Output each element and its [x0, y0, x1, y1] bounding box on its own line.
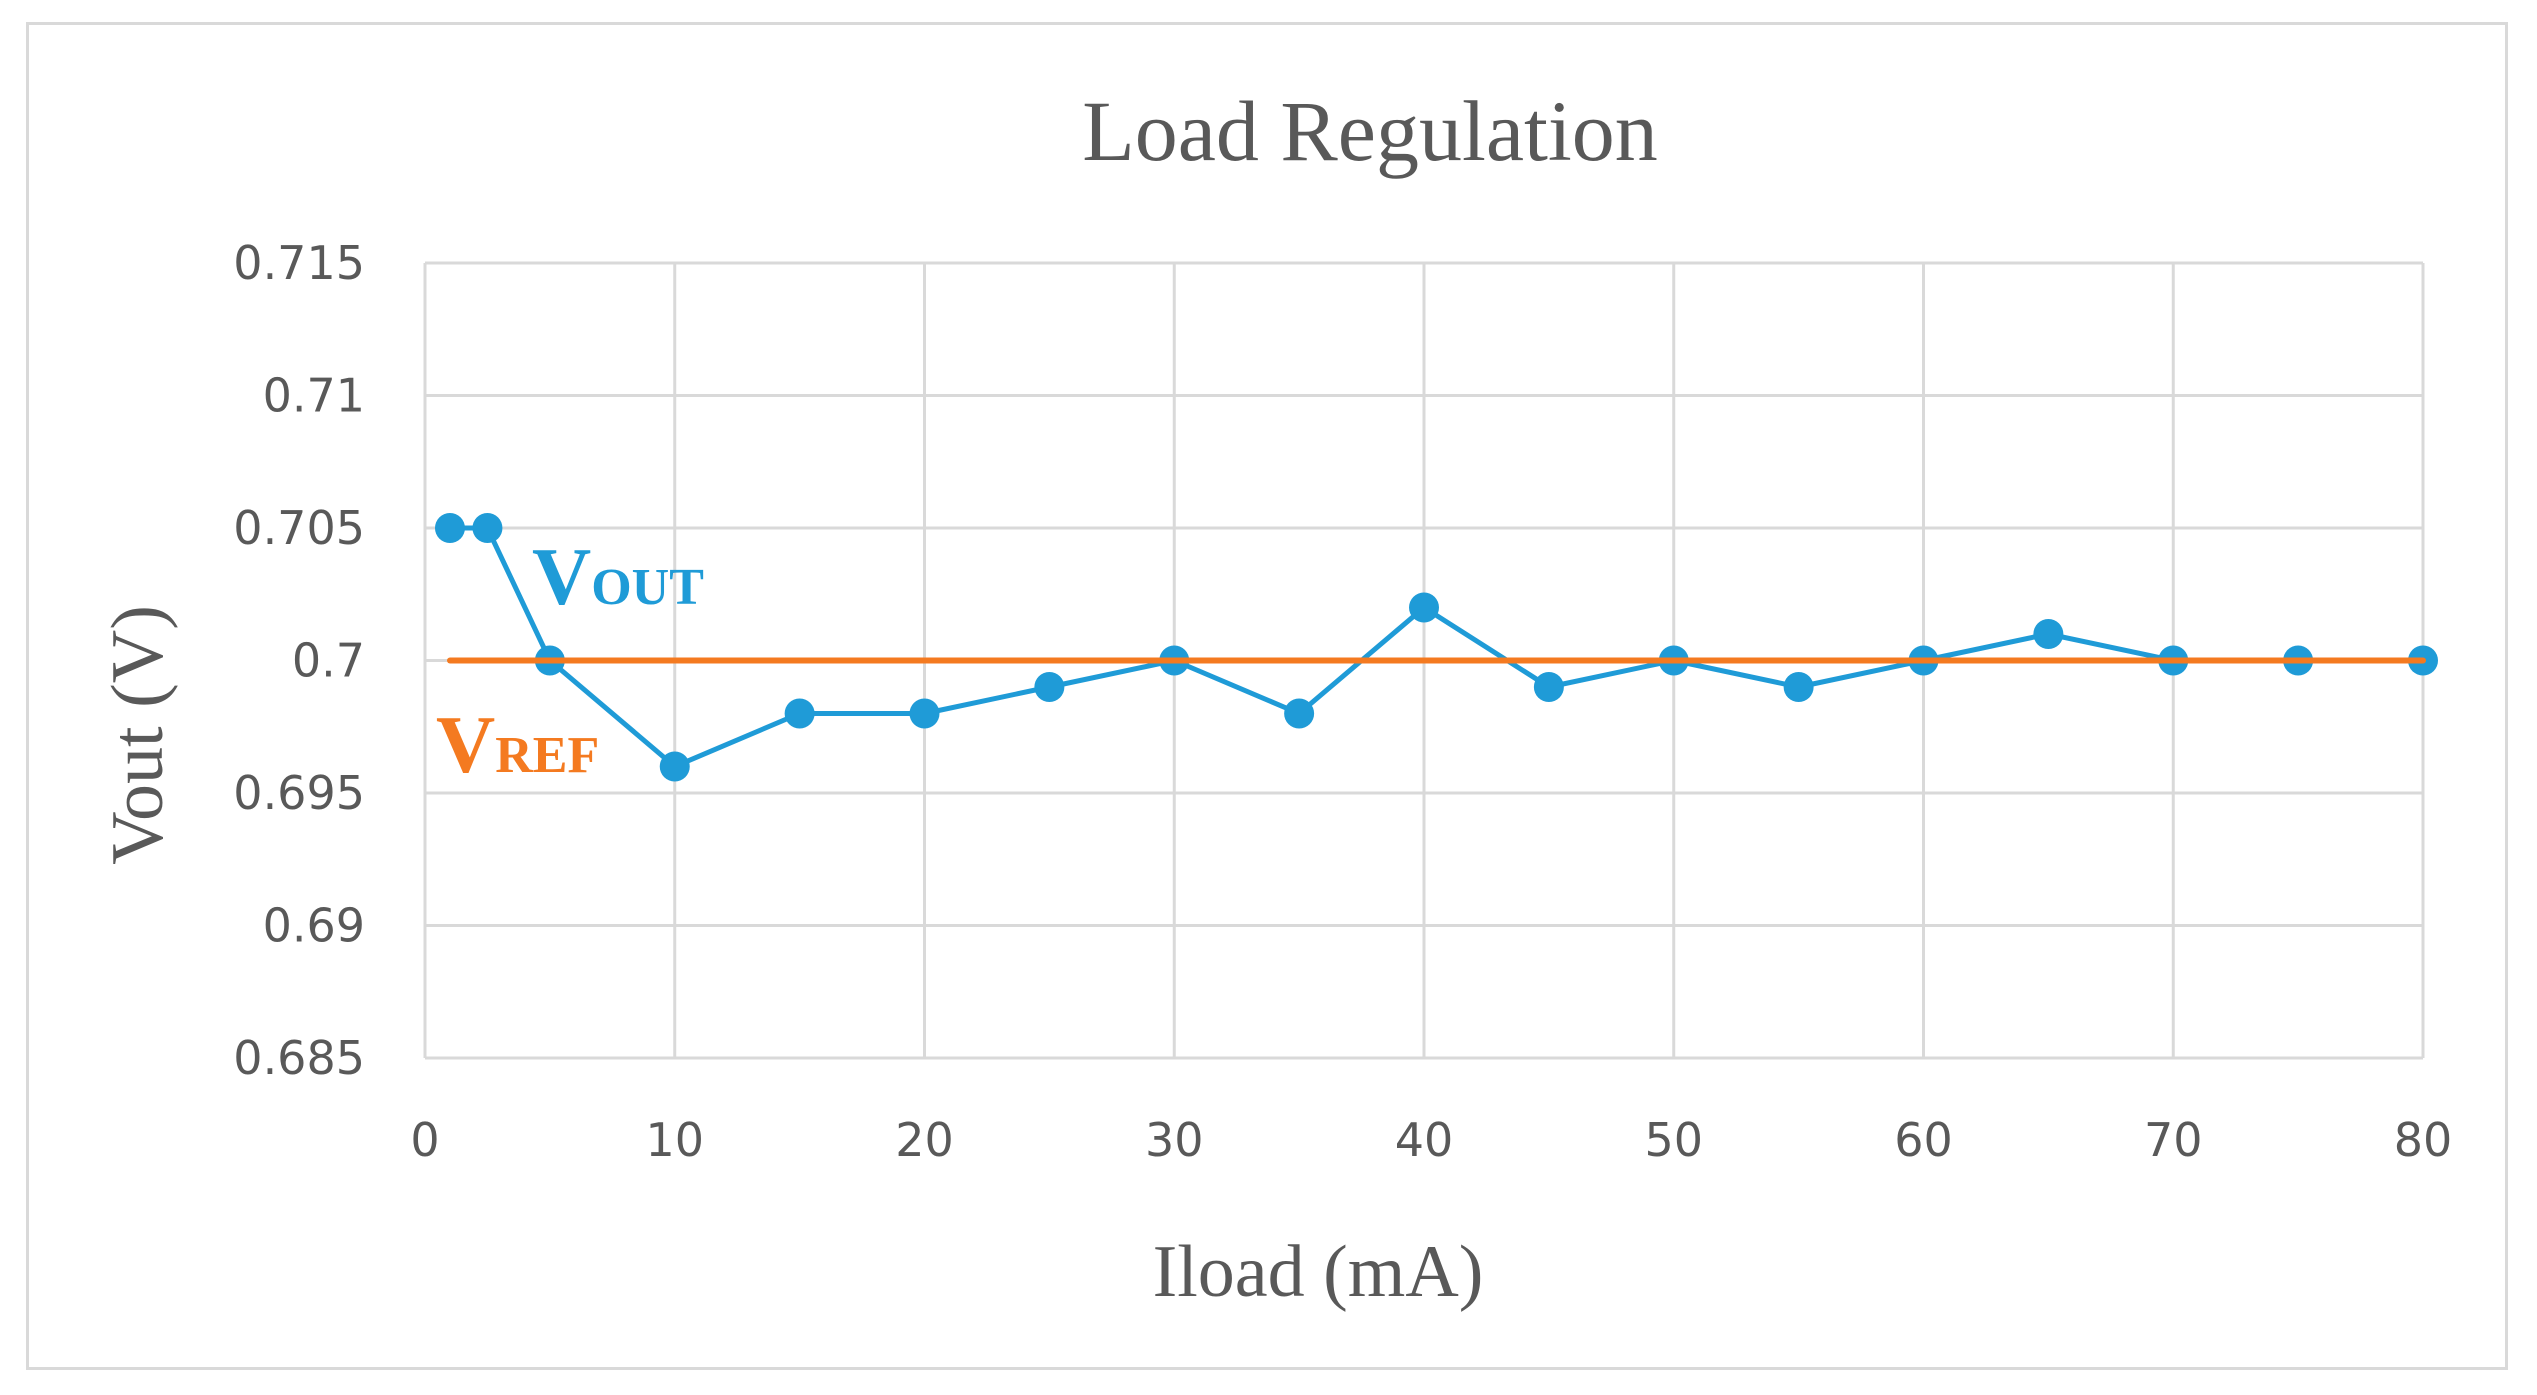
y-axis-title: Vout (V): [97, 605, 179, 865]
vout-point: [1034, 672, 1065, 702]
vout-point: [1284, 698, 1315, 729]
y-tick-label: 0.69: [263, 899, 365, 953]
vout-series-label: VOUT: [532, 531, 704, 622]
vout-point: [784, 698, 815, 729]
vref-label-main: V: [436, 699, 495, 790]
y-tick-label: 0.715: [233, 236, 365, 290]
x-tick-label: 40: [1395, 1113, 1454, 1167]
series-layer: [434, 513, 2438, 782]
vout-point: [1783, 672, 1814, 702]
x-tick-label: 0: [410, 1113, 439, 1167]
x-axis-ticks: 0 10 20 30 40 50 60 70 80: [410, 1113, 2452, 1167]
vout-label-main: V: [532, 531, 591, 622]
chart-frame: [26, 22, 2508, 1370]
vout-label-sub: OUT: [591, 559, 704, 616]
vout-point: [472, 513, 503, 543]
x-tick-label: 60: [1894, 1113, 1953, 1167]
x-tick-label: 50: [1644, 1113, 1703, 1167]
vout-point: [1409, 592, 1439, 623]
vout-series-line: [447, 525, 2426, 769]
vout-point: [909, 698, 940, 729]
vref-series-label: VREF: [436, 699, 599, 790]
x-tick-label: 30: [1145, 1113, 1204, 1167]
vout-point: [659, 751, 690, 782]
y-axis-ticks: 0.685 0.69 0.695 0.7 0.705 0.71 0.715: [233, 236, 365, 1085]
vref-label-sub: REF: [495, 727, 599, 784]
x-tick-label: 10: [645, 1113, 704, 1167]
x-tick-label: 80: [2394, 1113, 2453, 1167]
x-tick-label: 70: [2144, 1113, 2203, 1167]
y-tick-label: 0.685: [233, 1031, 365, 1085]
y-tick-label: 0.705: [233, 501, 365, 555]
y-tick-label: 0.7: [292, 634, 365, 688]
vout-point: [434, 513, 465, 543]
y-tick-label: 0.71: [263, 369, 365, 423]
y-tick-label: 0.695: [233, 766, 365, 820]
chart-title: Load Regulation: [1082, 83, 1658, 179]
x-axis-title: Iload (mA): [1153, 1231, 1484, 1313]
vout-point: [1533, 672, 1564, 702]
vout-point: [2033, 619, 2064, 649]
x-tick-label: 20: [895, 1113, 954, 1167]
